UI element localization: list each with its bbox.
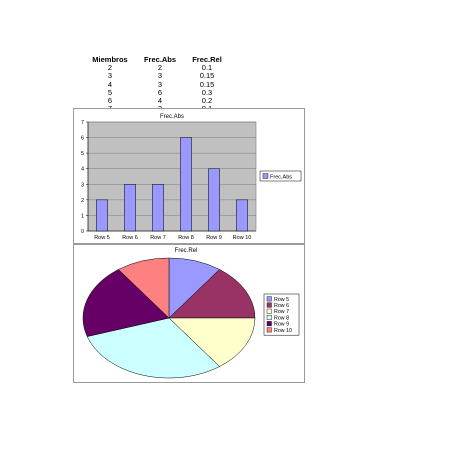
table-cell: 0.2 [201, 96, 213, 106]
bar [124, 184, 136, 232]
legend-swatch [266, 308, 272, 314]
table-row: 2 2 0.1 [84, 63, 230, 73]
bar [236, 199, 248, 232]
x-tick-label: Row 10 [233, 235, 252, 241]
bar [180, 137, 192, 232]
y-tick-label: 6 [81, 136, 84, 142]
table-cell: 2 [157, 63, 163, 73]
legend-label: Row 9 [274, 322, 289, 328]
header-cell: Frec.Abs [143, 55, 177, 64]
legend-label: Row 6 [274, 303, 289, 309]
bar-chart: Frec.Abs 0 1 2 3 4 5 6 7 Row 5 Row 6 Row 7 Row 8 Row … [81, 114, 302, 241]
y-tick-label: 1 [81, 213, 84, 219]
legend-label: Row 7 [274, 309, 289, 315]
y-tick-label: 5 [81, 151, 84, 157]
legend-swatch [266, 327, 272, 333]
pie-chart-panel: Frec.Rel Row 5 Row 6 Row 7 Row 8 Row 9 Row 10 [73, 244, 305, 383]
bar [96, 199, 108, 232]
legend-swatch [266, 302, 272, 308]
legend-label: Row 10 [274, 328, 292, 334]
legend-box [259, 170, 302, 182]
legend: Frec.Abs [259, 170, 302, 182]
table-row: 6 4 0.2 [84, 96, 230, 106]
pie-slice [168, 269, 256, 319]
pie-slice [118, 257, 170, 319]
x-tick-label: Row 7 [150, 235, 166, 241]
legend-label: Row 5 [274, 297, 289, 303]
bar-chart-panel: Frec.Abs 0 1 2 3 4 5 6 7 Row 5 Row 6 Row 7 Row 8 Row … [73, 108, 305, 244]
table-cell: 2 [107, 63, 113, 73]
plot-area [87, 121, 257, 232]
chart-title: Frec.Abs [160, 114, 184, 120]
bar [152, 184, 164, 232]
table-cell: 6 [157, 87, 163, 97]
chart-title: Frec.Rel [175, 248, 198, 254]
table-cell: 3 [157, 79, 163, 89]
y-tick-label: 3 [81, 182, 84, 188]
table-header: Miembros Frec.Abs Frec.Rel [84, 55, 230, 64]
table-row: 3 3 0.15 [84, 72, 230, 80]
y-tick-label: 0 [81, 229, 84, 235]
legend-label: Frec.Abs [270, 175, 292, 181]
pie-slice [86, 317, 220, 379]
table-cell: 5 [107, 87, 113, 97]
x-tick-label: Row 5 [94, 235, 110, 241]
y-tick-label: 2 [81, 198, 84, 204]
legend-label: Row 8 [274, 315, 289, 321]
table-cell: 0.15 [199, 71, 215, 81]
table-row: 4 3 0.15 [84, 79, 230, 89]
y-tick-label: 4 [81, 167, 84, 173]
table-cell: 0.3 [201, 87, 213, 97]
table-cell: 0.1 [201, 63, 213, 73]
legend-swatch [266, 314, 272, 320]
x-tick-label: Row 6 [122, 235, 138, 241]
table-cell: 4 [107, 79, 113, 89]
pie-slice [82, 269, 170, 337]
table-cell: 6 [107, 96, 113, 106]
table-cell: 4 [157, 96, 163, 106]
x-tick-label: Row 8 [178, 235, 194, 241]
bar [208, 168, 220, 232]
legend-swatch [266, 296, 272, 302]
x-tick-label: Row 9 [206, 235, 222, 241]
y-tick-label: 7 [81, 120, 84, 126]
data-table: Miembros Frec.Abs Frec.Rel 2 2 0.1 3 3 0… [84, 55, 230, 113]
header-cell: Miembros [92, 55, 128, 64]
header-cell: Frec.Rel [192, 55, 222, 64]
table-cell: 3 [107, 71, 113, 81]
pie-slice [168, 317, 256, 367]
table-cell: 3 [157, 71, 163, 81]
legend-swatch [262, 173, 269, 179]
table-cell: 0.15 [199, 79, 215, 89]
table-row: 5 6 0.3 [84, 87, 230, 97]
legend-swatch [266, 321, 272, 327]
